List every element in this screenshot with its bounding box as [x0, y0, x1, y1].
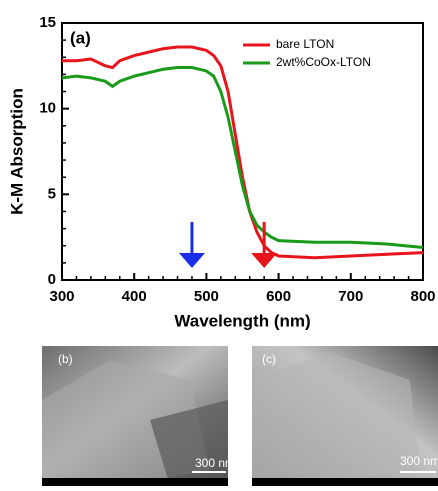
scale-text: 300 nm: [195, 456, 235, 470]
chart: 300 400 500 600 700 800 0 5 10 15 Wavelength (nm) K…: [7, 14, 435, 331]
arrow-head: [251, 253, 277, 268]
arrow-head: [179, 253, 205, 268]
y-tick-label: 0: [48, 271, 56, 288]
panel-label: (c): [262, 352, 276, 366]
panel-title: (a): [70, 28, 91, 47]
sem-panel: (b) 300 nm: [42, 346, 235, 486]
x-tick-label: 700: [338, 288, 363, 305]
scale-text: 300 nm: [400, 454, 438, 468]
x-tick-label: 300: [49, 288, 74, 305]
x-tick-label: 500: [194, 288, 219, 305]
y-tick-label: 5: [48, 185, 56, 202]
legend-label: bare LTON: [276, 37, 334, 51]
panel-label: (b): [58, 352, 73, 366]
legend-label: 2wt%CoOx-LTON: [276, 55, 371, 69]
x-tick-label: 600: [266, 288, 291, 305]
y-tick-label: 15: [39, 14, 56, 31]
y-tick-label: 10: [39, 100, 56, 117]
sem-panel: (c) 300 nm: [252, 346, 438, 486]
data-line: [62, 47, 423, 258]
x-axis-label: Wavelength (nm): [174, 311, 310, 330]
x-tick-label: 800: [410, 288, 435, 305]
info-bar: [42, 478, 228, 486]
data-line: [62, 68, 423, 248]
y-axis-label: K-M Absorption: [7, 88, 26, 215]
x-tick-label: 400: [122, 288, 147, 305]
figure: 300 400 500 600 700 800 0 5 10 15 Wavelength (nm) K…: [0, 0, 438, 486]
info-bar: [252, 478, 438, 486]
